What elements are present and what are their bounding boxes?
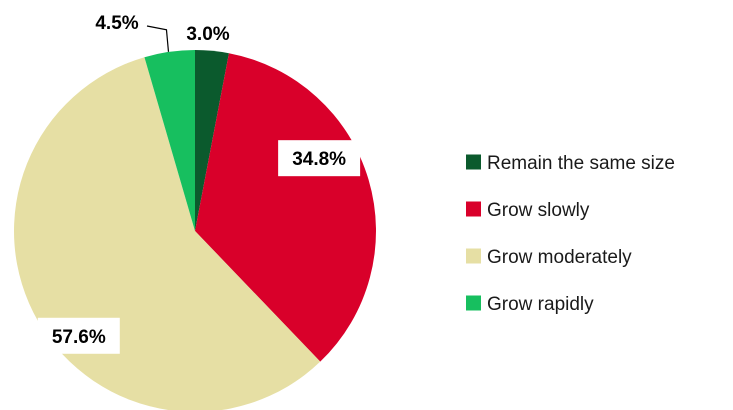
legend-item-grow-rapidly: Grow rapidly — [466, 294, 594, 315]
legend-item-grow-moderately: Grow moderately — [466, 247, 632, 268]
data-label-text: 3.0% — [186, 24, 229, 45]
legend-label: Remain the same size — [487, 153, 675, 174]
data-label-grow-moderately: 57.6% — [37, 317, 120, 354]
data-label-grow-rapidly: 4.5% — [95, 13, 170, 52]
pie-slice-grow-slowly — [195, 53, 376, 362]
data-label-text: 57.6% — [52, 327, 106, 348]
data-label-grow-slowly: 34.8% — [278, 140, 361, 177]
legend: Remain the same size Grow slowly Grow mode… — [466, 153, 675, 315]
legend-swatch — [466, 154, 481, 170]
data-label-box — [37, 317, 120, 354]
pie-slices — [13, 50, 376, 410]
legend-item-remain-the-same-size: Remain the same size — [466, 153, 675, 174]
data-label-remain-the-same-size: 3.0% — [186, 24, 229, 45]
legend-swatch — [466, 295, 481, 311]
pie-data-labels: 3.0% 34.8% 57.6% 4.5% — [37, 13, 361, 354]
pie-slice-remain-the-same-size — [195, 50, 229, 231]
legend-label: Grow rapidly — [487, 294, 594, 315]
data-label-box — [278, 140, 361, 177]
leader-line — [146, 25, 170, 52]
legend-swatch — [466, 201, 481, 217]
pie-slice-grow-rapidly — [144, 50, 195, 231]
legend-label: Grow slowly — [487, 200, 590, 221]
legend-label: Grow moderately — [487, 247, 632, 268]
data-label-text: 34.8% — [292, 149, 346, 170]
data-label-text: 4.5% — [95, 13, 138, 34]
legend-swatch — [466, 248, 481, 264]
legend-item-grow-slowly: Grow slowly — [466, 200, 590, 221]
